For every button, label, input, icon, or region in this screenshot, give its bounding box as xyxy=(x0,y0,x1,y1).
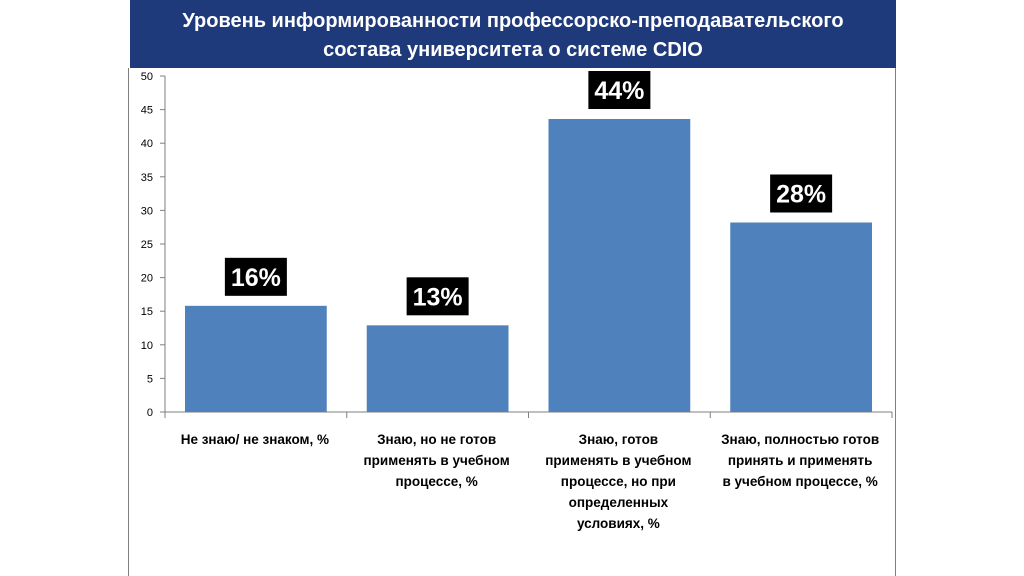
y-tick-label: 5 xyxy=(147,373,153,385)
y-tick-label: 35 xyxy=(141,172,153,184)
y-tick-label: 50 xyxy=(141,71,153,83)
category-label: Знаю, готов применять в учебном процессе, … xyxy=(545,432,692,531)
category-label: Знаю, но не готов применять в учебном проц… xyxy=(363,432,510,489)
data-label: 44% xyxy=(594,77,644,105)
data-label-box xyxy=(224,257,287,296)
bar xyxy=(184,305,327,412)
y-tick-label: 15 xyxy=(141,306,153,318)
y-tick-label: 30 xyxy=(141,205,153,217)
bar-chart: 0 5 10 15 20 25 30 35 40 45 50 16% 13% 44% 28% xyxy=(141,71,893,419)
y-tick-label: 10 xyxy=(141,340,153,352)
y-tick-label: 25 xyxy=(141,239,153,251)
data-label: 13% xyxy=(413,283,463,311)
data-label-box xyxy=(770,174,833,213)
bar xyxy=(548,119,691,412)
chart-title-line-1: Уровень информированности профессорско-п… xyxy=(182,10,844,32)
category-label: Не знаю/ не знаком, % xyxy=(180,432,330,447)
data-label-box xyxy=(588,71,651,110)
y-tick-label: 45 xyxy=(141,105,153,117)
chart-title-line-2: состава университета о системе CDIO xyxy=(323,39,703,61)
title-band: Уровень информированности профессорско-п… xyxy=(130,0,896,68)
bar xyxy=(730,222,873,412)
category-label: Знаю, полностью готов принять и применять… xyxy=(721,432,880,489)
data-label: 16% xyxy=(231,264,281,292)
chart-frame: 0 5 10 15 20 25 30 35 40 45 50 16% 13% 44% 28% xyxy=(128,68,896,576)
y-tick-label: 0 xyxy=(147,407,153,419)
y-tick-label: 20 xyxy=(141,273,153,285)
data-label: 28% xyxy=(776,180,826,208)
bar xyxy=(366,325,509,412)
data-label-box xyxy=(406,277,469,316)
y-tick-label: 40 xyxy=(141,138,153,150)
